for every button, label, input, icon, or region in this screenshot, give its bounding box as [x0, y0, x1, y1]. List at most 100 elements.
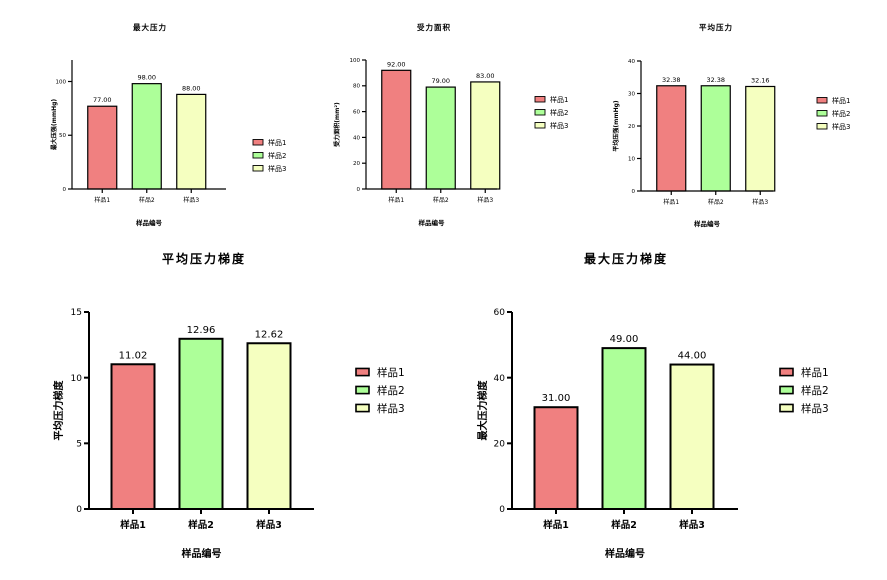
- bar-样品1: [381, 69, 412, 190]
- x-tick-label: 样品1: [663, 198, 679, 206]
- legend-swatch: [355, 367, 370, 377]
- chart-title: 受力面积: [417, 22, 451, 32]
- y-tick-label: 20: [353, 161, 360, 167]
- y-tick-label: 60: [353, 110, 360, 116]
- bar-样品2: [601, 347, 647, 510]
- chart-title: 平均压力梯度: [162, 251, 246, 266]
- y-tick-label: 40: [628, 59, 635, 65]
- legend-swatch: [355, 403, 370, 413]
- y-axis-label: 最大压强(mmHg): [50, 99, 58, 151]
- y-tick-label: 50: [59, 133, 66, 139]
- x-tick-label: 样品1: [120, 519, 146, 531]
- y-tick-label: 100: [350, 58, 361, 64]
- data-label: 32.16: [751, 76, 770, 84]
- x-tick-label: 样品1: [94, 196, 110, 204]
- y-tick-label: 0: [632, 189, 636, 195]
- bar-样品1: [110, 363, 156, 510]
- legend-label: 样品1: [268, 138, 286, 147]
- y-tick-label: 0: [357, 187, 361, 193]
- y-tick-label: 20: [628, 124, 635, 130]
- y-axis-label: 平均压力梯度: [52, 380, 65, 441]
- data-label: 12.62: [255, 329, 284, 340]
- legend-label: 样品3: [377, 402, 405, 415]
- data-label: 32.38: [662, 76, 681, 84]
- data-label: 11.02: [119, 350, 148, 361]
- chart-title: 最大压力: [133, 22, 167, 32]
- y-tick-label: 10: [71, 374, 83, 384]
- chart-title: 最大压力梯度: [584, 251, 668, 266]
- bar-样品3: [176, 93, 207, 190]
- y-tick-label: 60: [494, 308, 506, 318]
- y-tick-label: 30: [628, 91, 635, 97]
- data-label: 79.00: [431, 77, 450, 85]
- legend-swatch: [816, 123, 828, 130]
- x-axis-label: 样品编号: [136, 218, 163, 227]
- x-tick-label: 样品3: [752, 198, 768, 206]
- chart-panel-5: 最大压力梯度 31.00 样品1 49.00 样品2 44.00 样品3 0 20 40 60 样品编…: [476, 251, 829, 560]
- y-tick-label: 10: [628, 156, 635, 162]
- legend-label: 样品1: [832, 96, 850, 105]
- legend-label: 样品2: [268, 151, 286, 160]
- y-tick-label: 100: [56, 79, 67, 85]
- legend-label: 样品2: [377, 384, 405, 397]
- y-tick-label: 40: [353, 135, 360, 141]
- legend-swatch: [534, 109, 546, 116]
- x-axis-label: 样品编号: [605, 547, 645, 560]
- bar-样品3: [470, 81, 501, 190]
- y-tick-label: 20: [494, 439, 506, 449]
- bar-样品2: [425, 86, 456, 190]
- bar-样品1: [533, 406, 579, 511]
- legend-swatch: [534, 122, 546, 129]
- data-label: 98.00: [137, 74, 156, 82]
- legend-label: 样品3: [268, 164, 286, 173]
- x-tick-label: 样品1: [388, 196, 404, 204]
- legend-label: 样品3: [832, 122, 850, 131]
- y-axis-label: 平均压强(mmHg): [612, 100, 620, 152]
- x-tick-label: 样品2: [433, 196, 449, 204]
- y-tick-label: 0: [76, 505, 82, 515]
- y-tick-label: 80: [353, 84, 360, 90]
- x-tick-label: 样品3: [183, 196, 199, 204]
- bar-样品2: [131, 83, 162, 190]
- bar-样品3: [669, 363, 715, 510]
- legend-label: 样品2: [801, 384, 829, 397]
- chart-panel-1: 最大压力 77.00 样品1 98.00 样品2 88.00 样品3 0 50 100 样品编号 最大…: [50, 22, 286, 227]
- data-label: 83.00: [476, 72, 495, 80]
- bar-样品3: [246, 342, 292, 510]
- legend-swatch: [355, 385, 370, 395]
- legend-swatch: [816, 110, 828, 117]
- legend-swatch: [779, 367, 794, 377]
- x-tick-label: 样品2: [188, 519, 214, 531]
- x-axis-label: 样品编号: [182, 547, 222, 560]
- y-tick-label: 0: [499, 505, 505, 515]
- legend-label: 样品1: [550, 95, 568, 104]
- legend-label: 样品1: [377, 366, 405, 379]
- legend-label: 样品1: [801, 366, 829, 379]
- legend-label: 样品3: [801, 402, 829, 415]
- bar-样品1: [656, 85, 687, 192]
- x-axis-label: 样品编号: [419, 218, 446, 227]
- data-label: 12.96: [187, 325, 216, 336]
- legend-swatch: [779, 403, 794, 413]
- data-label: 32.38: [706, 76, 725, 84]
- x-tick-label: 样品2: [708, 198, 724, 206]
- legend-label: 样品3: [550, 121, 568, 130]
- bar-样品1: [87, 105, 118, 190]
- x-tick-label: 样品3: [679, 519, 705, 531]
- x-axis-label: 样品编号: [694, 219, 721, 228]
- x-tick-label: 样品2: [139, 196, 155, 204]
- data-label: 44.00: [678, 351, 707, 362]
- legend-swatch: [252, 139, 264, 146]
- y-tick-label: 5: [76, 439, 82, 449]
- y-tick-label: 15: [71, 308, 82, 318]
- data-label: 92.00: [387, 60, 406, 68]
- chart-panel-3: 平均压力 32.38 样品1 32.38 样品2 32.16 样品3 0 10 20 30 40 样品编…: [612, 22, 850, 228]
- legend-swatch: [816, 97, 828, 104]
- y-tick-label: 0: [63, 187, 67, 193]
- y-axis-label: 受力面积(mm²): [333, 102, 341, 147]
- x-tick-label: 样品3: [477, 196, 493, 204]
- legend-swatch: [779, 385, 794, 395]
- chart-title: 平均压力: [699, 22, 733, 32]
- data-label: 77.00: [93, 96, 112, 104]
